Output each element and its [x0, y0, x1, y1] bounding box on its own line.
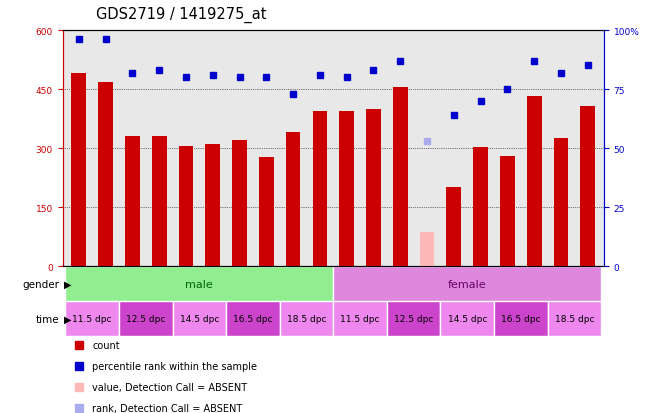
Text: 16.5 dpc: 16.5 dpc — [233, 315, 273, 323]
Bar — [554, 139, 568, 266]
Bar — [280, 301, 333, 337]
Bar — [119, 301, 172, 337]
Bar — [473, 148, 488, 266]
Bar — [440, 301, 494, 337]
Bar — [313, 112, 327, 266]
Bar — [226, 301, 280, 337]
Text: 12.5 dpc: 12.5 dpc — [394, 315, 434, 323]
Bar — [500, 157, 515, 266]
Bar — [393, 88, 408, 266]
Text: value, Detection Call = ABSENT: value, Detection Call = ABSENT — [92, 382, 248, 392]
Text: time: time — [36, 314, 59, 324]
Bar — [65, 301, 119, 337]
Text: male: male — [185, 279, 213, 289]
Text: count: count — [92, 341, 120, 351]
Bar — [339, 112, 354, 266]
Bar — [580, 106, 595, 266]
Bar — [548, 301, 601, 337]
Bar — [286, 133, 300, 266]
Bar — [71, 74, 86, 266]
Bar — [420, 233, 434, 266]
Text: rank, Detection Call = ABSENT: rank, Detection Call = ABSENT — [92, 403, 243, 413]
Bar — [125, 137, 140, 266]
Text: ▶: ▶ — [64, 279, 71, 289]
Text: 11.5 dpc: 11.5 dpc — [341, 315, 380, 323]
Bar — [333, 266, 601, 301]
Text: 14.5 dpc: 14.5 dpc — [180, 315, 219, 323]
Bar — [98, 83, 113, 266]
Text: female: female — [448, 279, 486, 289]
Bar — [152, 137, 166, 266]
Bar — [65, 266, 333, 301]
Text: 16.5 dpc: 16.5 dpc — [501, 315, 541, 323]
Text: 14.5 dpc: 14.5 dpc — [447, 315, 487, 323]
Bar — [232, 141, 247, 266]
Text: GDS2719 / 1419275_at: GDS2719 / 1419275_at — [96, 7, 266, 23]
Bar — [366, 109, 381, 266]
Bar — [179, 147, 193, 266]
Bar — [447, 188, 461, 266]
Bar — [205, 145, 220, 266]
Bar — [333, 301, 387, 337]
Text: 18.5 dpc: 18.5 dpc — [286, 315, 326, 323]
Bar — [527, 97, 542, 266]
Text: gender: gender — [22, 279, 59, 289]
Bar — [172, 301, 226, 337]
Text: 12.5 dpc: 12.5 dpc — [126, 315, 166, 323]
Text: 11.5 dpc: 11.5 dpc — [73, 315, 112, 323]
Text: percentile rank within the sample: percentile rank within the sample — [92, 361, 257, 371]
Bar — [387, 301, 440, 337]
Text: 18.5 dpc: 18.5 dpc — [554, 315, 594, 323]
Bar — [259, 157, 274, 266]
Bar — [494, 301, 548, 337]
Text: ▶: ▶ — [64, 314, 71, 324]
